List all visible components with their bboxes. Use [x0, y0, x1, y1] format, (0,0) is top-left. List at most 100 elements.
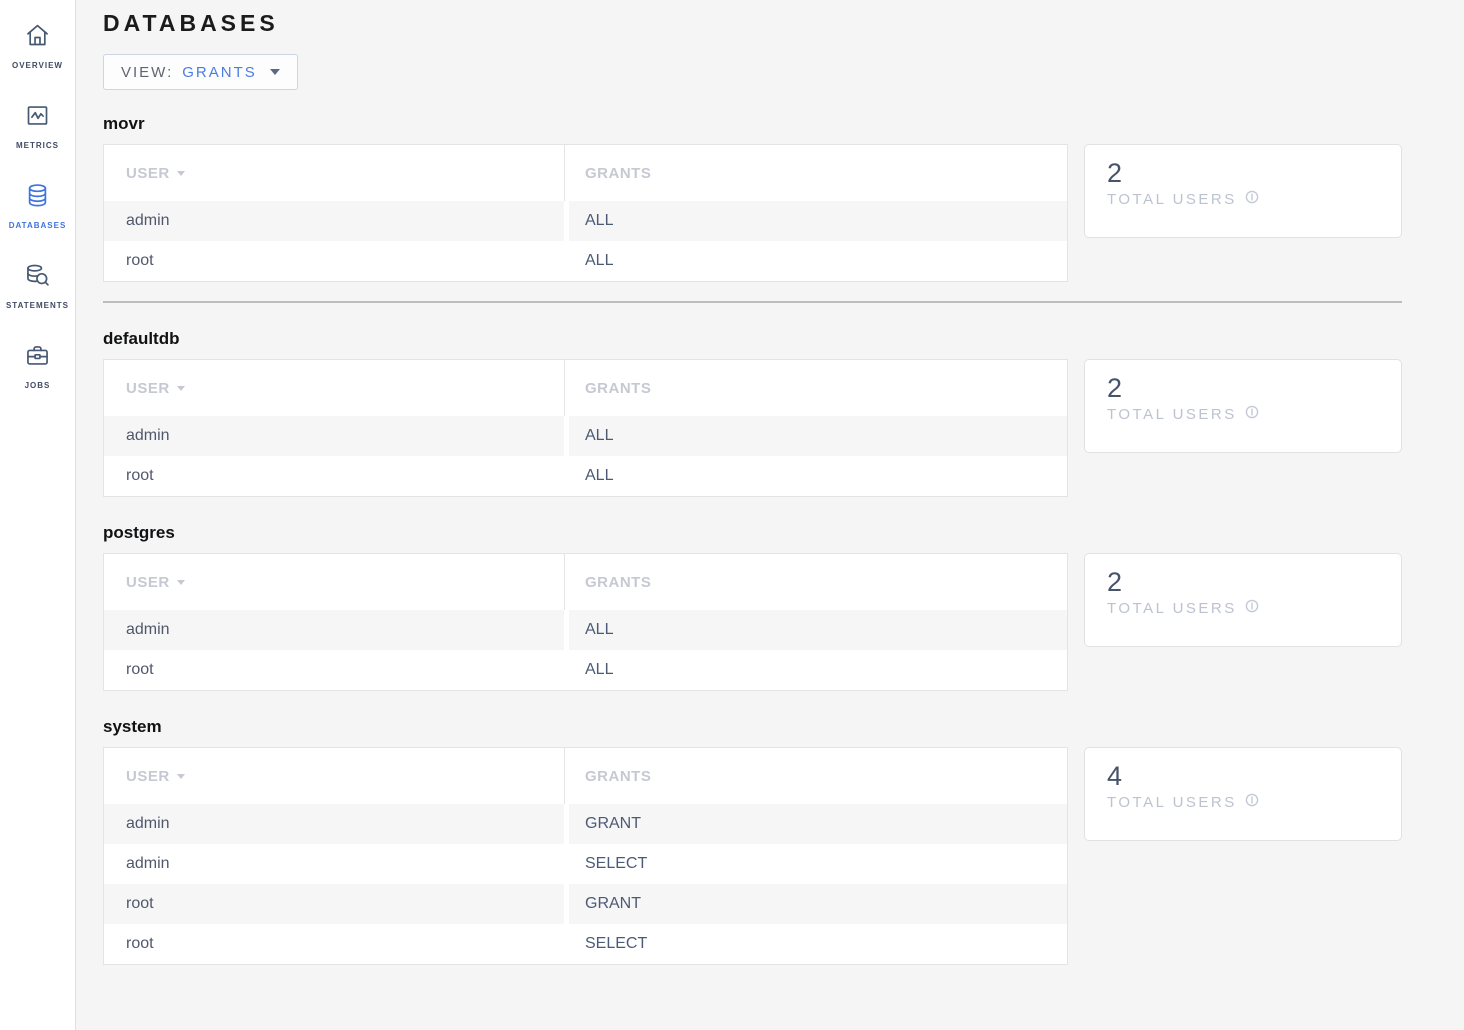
table-header-row: USER GRANTS	[104, 360, 1067, 416]
table-row: admin SELECT	[104, 844, 1067, 884]
column-header-grants-label: GRANTS	[585, 164, 652, 182]
column-header-grants: GRANTS	[565, 748, 1067, 804]
sort-caret-icon	[176, 385, 185, 391]
info-icon[interactable]	[1245, 599, 1259, 617]
database-name: movr	[103, 114, 145, 133]
total-users-label: TOTAL USERS	[1107, 405, 1237, 423]
table-row: admin GRANT	[104, 804, 1067, 844]
table-row: admin ALL	[104, 416, 1067, 456]
grants-cell: ALL	[565, 610, 1067, 650]
sidebar-item-label: STATEMENTS	[5, 301, 70, 310]
total-users-count: 2	[1107, 567, 1123, 597]
sort-caret-icon	[176, 773, 185, 779]
total-users-label-row: TOTAL USERS	[1107, 793, 1381, 811]
column-header-grants: GRANTS	[565, 554, 1067, 610]
database-name: system	[103, 717, 162, 736]
table-row: root GRANT	[104, 884, 1067, 924]
table-header-row: USER GRANTS	[104, 748, 1067, 804]
section-divider	[103, 301, 1402, 303]
info-icon[interactable]	[1245, 190, 1259, 208]
view-selector-value: GRANTS	[182, 63, 257, 81]
database-section: system USER GRANTS admin GRANT admin SELECT…	[103, 717, 1409, 965]
database-section: defaultdb USER GRANTS admin ALL root ALL 2	[103, 329, 1409, 497]
column-header-user[interactable]: USER	[104, 748, 565, 804]
table-row: root ALL	[104, 456, 1067, 496]
sidebar-item-overview[interactable]: OVERVIEW	[0, 6, 75, 86]
sidebar: OVERVIEW METRICS DATABASES	[0, 0, 76, 1030]
user-cell: admin	[104, 201, 565, 241]
table-header-row: USER GRANTS	[104, 554, 1067, 610]
column-header-user[interactable]: USER	[104, 145, 565, 201]
user-cell: root	[104, 924, 565, 964]
user-cell: admin	[104, 610, 565, 650]
total-users-label-row: TOTAL USERS	[1107, 190, 1381, 208]
user-cell: admin	[104, 844, 565, 884]
user-cell: admin	[104, 804, 565, 844]
database-name: postgres	[103, 523, 175, 542]
column-header-grants-label: GRANTS	[585, 573, 652, 591]
grants-table: USER GRANTS admin ALL root ALL	[103, 359, 1068, 497]
database-section: movr USER GRANTS admin ALL root ALL 2 TOTAL	[103, 114, 1409, 282]
user-cell: root	[104, 456, 565, 496]
table-body: admin ALL root ALL	[104, 416, 1067, 496]
grants-cell: GRANT	[565, 804, 1067, 844]
databases-icon	[24, 182, 51, 214]
table-body: admin ALL root ALL	[104, 610, 1067, 690]
column-header-user-label: USER	[126, 767, 170, 785]
table-row: admin ALL	[104, 610, 1067, 650]
view-selector-dropdown[interactable]: VIEW: GRANTS	[103, 54, 298, 90]
jobs-icon	[24, 342, 51, 374]
grants-cell: ALL	[565, 650, 1067, 690]
sidebar-item-label: DATABASES	[8, 221, 67, 230]
table-body: admin ALL root ALL	[104, 201, 1067, 281]
user-cell: root	[104, 650, 565, 690]
column-header-user-label: USER	[126, 164, 170, 182]
grants-table: USER GRANTS admin ALL root ALL	[103, 144, 1068, 282]
sidebar-item-label: METRICS	[16, 141, 59, 150]
column-header-user[interactable]: USER	[104, 360, 565, 416]
total-users-count: 4	[1107, 761, 1123, 791]
main-content: DATABASES VIEW: GRANTS movr USER GRANTS …	[76, 0, 1464, 1030]
database-sections: movr USER GRANTS admin ALL root ALL 2 TOTAL	[103, 114, 1409, 965]
sidebar-item-databases[interactable]: DATABASES	[0, 166, 75, 246]
grants-cell: SELECT	[565, 844, 1067, 884]
total-users-label: TOTAL USERS	[1107, 190, 1237, 208]
sidebar-item-jobs[interactable]: JOBS	[0, 326, 75, 406]
caret-down-icon	[269, 69, 280, 75]
total-users-card: 2 TOTAL USERS	[1084, 144, 1402, 238]
user-cell: root	[104, 884, 565, 924]
table-row: admin ALL	[104, 201, 1067, 241]
info-icon[interactable]	[1245, 793, 1259, 811]
user-cell: admin	[104, 416, 565, 456]
grants-table: USER GRANTS admin GRANT admin SELECT root GRA…	[103, 747, 1068, 965]
database-section: postgres USER GRANTS admin ALL root ALL 2 T	[103, 523, 1409, 691]
total-users-card: 2 TOTAL USERS	[1084, 553, 1402, 647]
total-users-label: TOTAL USERS	[1107, 599, 1237, 617]
grants-cell: ALL	[565, 456, 1067, 496]
home-icon	[24, 22, 51, 54]
sidebar-item-statements[interactable]: STATEMENTS	[0, 246, 75, 326]
column-header-grants: GRANTS	[565, 360, 1067, 416]
table-row: root ALL	[104, 650, 1067, 690]
column-header-user[interactable]: USER	[104, 554, 565, 610]
total-users-count: 2	[1107, 158, 1123, 188]
database-name: defaultdb	[103, 329, 180, 348]
column-header-grants: GRANTS	[565, 145, 1067, 201]
sidebar-item-label: OVERVIEW	[12, 61, 63, 70]
table-row: root SELECT	[104, 924, 1067, 964]
total-users-count: 2	[1107, 373, 1123, 403]
grants-cell: ALL	[565, 241, 1067, 281]
metrics-icon	[24, 102, 51, 134]
total-users-card: 2 TOTAL USERS	[1084, 359, 1402, 453]
table-header-row: USER GRANTS	[104, 145, 1067, 201]
column-header-user-label: USER	[126, 573, 170, 591]
sidebar-item-metrics[interactable]: METRICS	[0, 86, 75, 166]
grants-cell: ALL	[565, 201, 1067, 241]
total-users-card: 4 TOTAL USERS	[1084, 747, 1402, 841]
table-body: admin GRANT admin SELECT root GRANT root SELECT	[104, 804, 1067, 964]
info-icon[interactable]	[1245, 405, 1259, 423]
sort-caret-icon	[176, 170, 185, 176]
total-users-label: TOTAL USERS	[1107, 793, 1237, 811]
total-users-label-row: TOTAL USERS	[1107, 405, 1381, 423]
grants-cell: GRANT	[565, 884, 1067, 924]
